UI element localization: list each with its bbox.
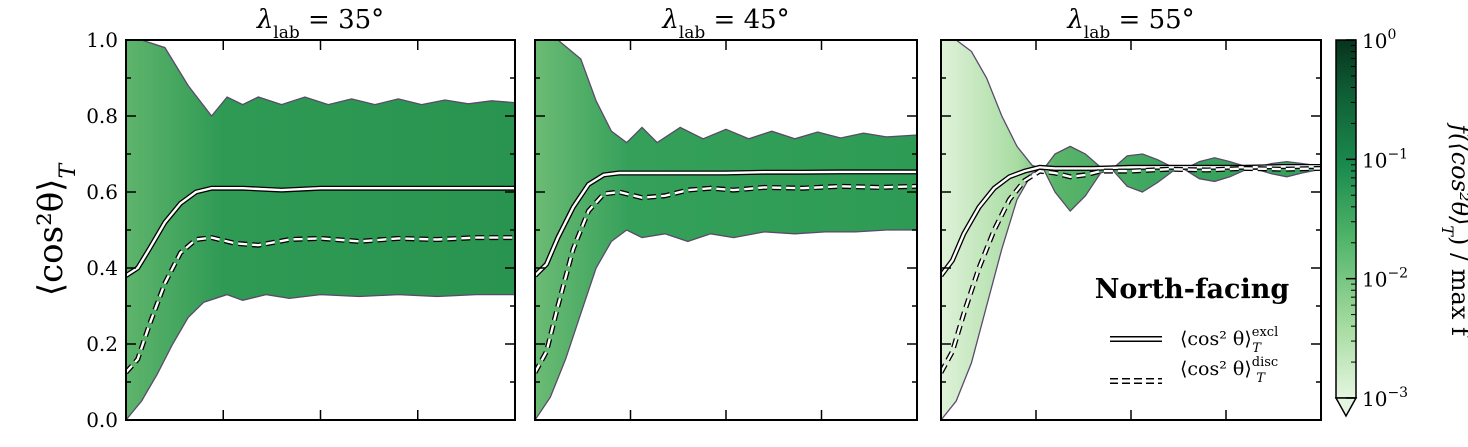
panels: λlab = 35° 0.0 0.2 0.4 0.6 0.8 1.0 λlab = 45° λl… [86, 5, 1322, 432]
colorbar: 100 10−1 10−2 10−3 f(⟨cos²θ⟩T) / max f [1334, 27, 1468, 418]
envelope-band [535, 40, 917, 420]
y-tick-label: 0.4 [86, 256, 118, 280]
colorbar-tick-label: 100 [1362, 27, 1396, 53]
legend-entry-excl: ⟨cos² θ⟩excl T [1110, 325, 1278, 356]
y-tick-label: 0.8 [86, 104, 118, 128]
panel-1: λlab = 35° 0.0 0.2 0.4 0.6 0.8 1.0 [86, 5, 516, 432]
envelope-band [941, 40, 1321, 420]
disc-line [941, 167, 1321, 374]
panel-title: λlab = 45° [661, 5, 789, 43]
excl-line [941, 165, 1321, 277]
disc-line [535, 185, 917, 374]
panel-3: λlab = 55° [940, 5, 1322, 421]
legend-title: North-facing [1095, 274, 1290, 305]
excl-line [535, 170, 917, 277]
colorbar-tick-label: 10−3 [1362, 385, 1408, 411]
colorbar-extend-min [1334, 397, 1358, 418]
panel-title: λlab = 55° [1066, 5, 1194, 43]
disc-line [126, 236, 515, 374]
colorbar-label: f(⟨cos²θ⟩T) / max f [1439, 122, 1468, 338]
y-tick-label: 0.6 [86, 180, 118, 204]
panel-2: λlab = 45° [534, 5, 918, 421]
colorbar-tick-label: 10−2 [1362, 266, 1408, 292]
legend: North-facing ⟨cos² θ⟩excl T ⟨cos² θ⟩disc T [1095, 274, 1290, 386]
colorbar-tick-label: 10−1 [1362, 146, 1408, 172]
y-tick-label: 0.2 [86, 332, 118, 356]
colorbar-gradient [1335, 39, 1357, 399]
panel-title: λlab = 35° [256, 5, 384, 43]
legend-entry-disc: ⟨cos² θ⟩disc T [1110, 355, 1278, 386]
y-tick-label: 0.0 [86, 408, 118, 432]
legend-label-excl: ⟨cos² θ⟩excl T [1180, 325, 1278, 356]
excl-line [126, 187, 515, 277]
legend-label-disc: ⟨cos² θ⟩disc T [1180, 355, 1278, 386]
y-tick-label: 1.0 [86, 28, 118, 52]
y-axis-label: ⟨cos²θ⟩T [31, 162, 81, 297]
envelope-band [126, 40, 515, 420]
